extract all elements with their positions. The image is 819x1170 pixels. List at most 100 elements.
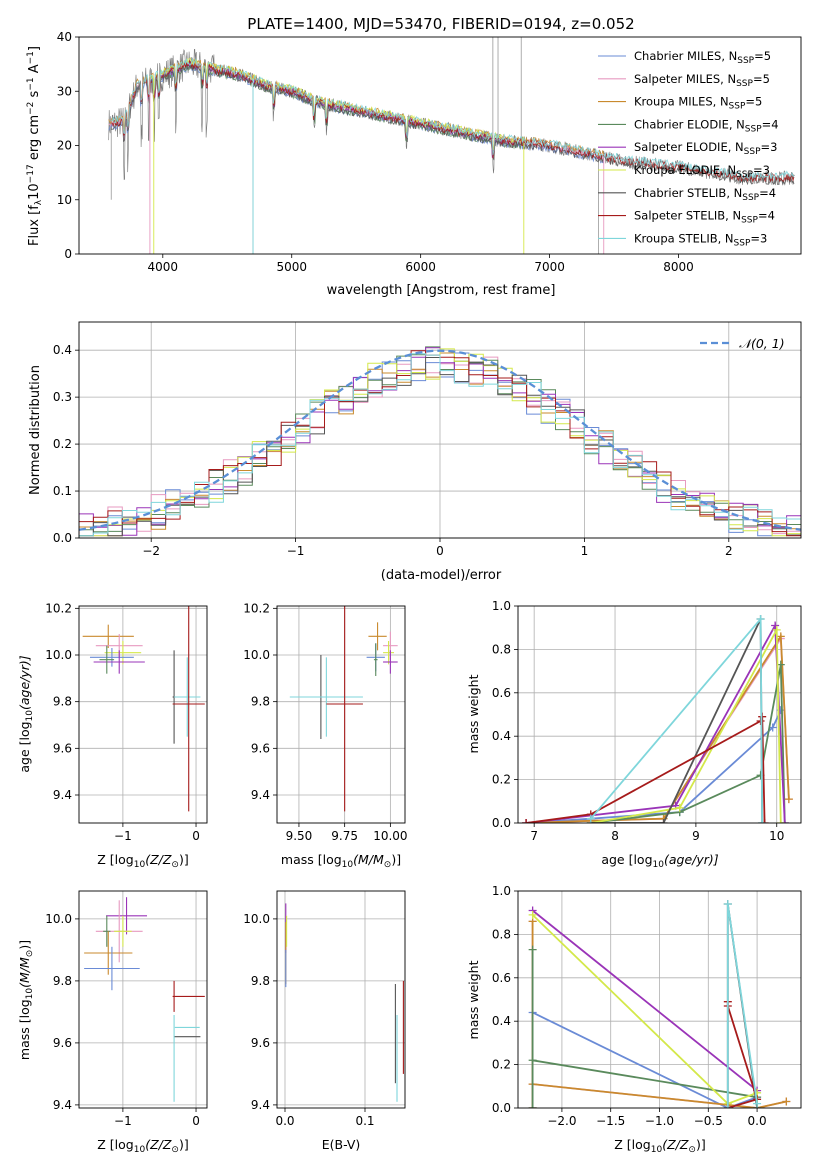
mass-weight-line [525, 622, 786, 823]
mass-vs-ebv-panel: 0.0 0.1 9.4 9.6 9.8 10.0 [243, 890, 406, 1128]
residuals-panel: −2 −1 0 1 2 0.0 0.1 0.2 0.3 0.4 [53, 321, 802, 558]
model-spectrum [111, 58, 795, 180]
x-axis-label: Z [log10(Z/Z⊙)] [97, 852, 188, 870]
plot-area [79, 346, 801, 538]
y-tick-label: 10 [57, 193, 72, 207]
y-tick-label: 9.6 [251, 741, 270, 755]
legend-label: Salpeter MILES, NSSP=5 [634, 72, 770, 89]
x-tick-label: −2.0 [547, 1114, 576, 1128]
plot-area [528, 900, 791, 1108]
legend-label: Kroupa STELIB, NSSP=3 [634, 231, 767, 248]
mass-weight-marker [528, 945, 537, 954]
y-axis-label: mass weight [466, 960, 481, 1039]
y-axis-label: age [log10(age/yr)] [17, 655, 35, 772]
age-vs-z-panel: −1 0 9.4 9.6 9.8 10.0 10.2 [45, 601, 208, 843]
y-tick-label: 1.0 [492, 884, 511, 898]
mass-weight-line [526, 635, 790, 823]
y-tick-label: 9.4 [53, 788, 72, 802]
axes-frame [78, 321, 802, 539]
mass-weight-marker [723, 900, 732, 909]
x-tick-label: 0.1 [355, 1114, 374, 1128]
mass-weight-marker [772, 625, 781, 634]
axes-frame [276, 890, 406, 1109]
legend-label: Kroupa ELODIE, NSSP=3 [634, 163, 770, 180]
x-tick-label: 0 [436, 544, 444, 558]
mass-weight-marker [771, 621, 780, 630]
y-tick-label: 10.0 [45, 648, 72, 662]
legend-label: 𝒩(0, 1) [739, 336, 785, 351]
x-tick-label: 0.0 [275, 1114, 294, 1128]
y-tick-label: 9.8 [53, 974, 72, 988]
y-tick-label: 9.4 [53, 1098, 72, 1112]
mass-weight-line [526, 633, 790, 823]
y-tick-label: 0.0 [53, 531, 72, 545]
y-tick-label: 9.8 [251, 695, 270, 709]
y-tick-label: 0.3 [53, 390, 72, 404]
x-tick-label: −2 [142, 544, 160, 558]
mass-weight-marker [780, 819, 789, 823]
y-tick-label: 10.2 [45, 601, 72, 615]
plot-area [84, 897, 205, 1102]
mass-weight-line [525, 716, 766, 823]
axes-frame [276, 605, 406, 824]
legend-label: Kroupa MILES, NSSP=5 [634, 95, 762, 112]
axes-frame [78, 890, 208, 1109]
mass-weight-marker [528, 1056, 537, 1065]
y-tick-label: 30 [57, 84, 72, 98]
legend-label: Salpeter ELODIE, NSSP=3 [634, 140, 777, 157]
y-tick-label: 1.0 [492, 599, 511, 613]
y-tick-label: 0.6 [492, 686, 511, 700]
y-tick-label: 9.8 [251, 974, 270, 988]
axes-frame [78, 605, 208, 824]
axes-frame [78, 36, 802, 255]
mass-weight-marker [776, 632, 785, 641]
x-tick-label: 1 [581, 544, 589, 558]
x-axis-label: wavelength [Angstrom, rest frame] [327, 283, 556, 298]
legend-label: Salpeter STELIB, NSSP=4 [634, 209, 775, 226]
y-tick-label: 0.8 [492, 642, 511, 656]
x-tick-label: 9.50 [286, 829, 313, 843]
x-tick-label: 10.00 [373, 829, 407, 843]
x-tick-label: 0 [192, 1114, 200, 1128]
legend-label: Chabrier STELIB, NSSP=4 [634, 186, 776, 203]
y-tick-label: 0.4 [492, 729, 511, 743]
y-tick-label: 0.4 [492, 1014, 511, 1028]
mass-vs-z-panel: −1 0 9.4 9.6 9.8 10.0 [45, 890, 208, 1128]
y-axis-label: mass weight [466, 674, 481, 753]
y-tick-label: 9.6 [53, 741, 72, 755]
y-tick-label: 0.2 [492, 773, 511, 787]
mass-weight-line [726, 1001, 759, 1108]
y-tick-label: 0.2 [492, 1058, 511, 1072]
y-tick-label: 10.0 [243, 648, 270, 662]
mass-weight-marker [659, 819, 668, 823]
plot-area [522, 615, 793, 823]
y-tick-label: 0.1 [53, 484, 72, 498]
normal-curve [79, 349, 801, 531]
mass-weight-marker [753, 1099, 762, 1108]
x-tick-label: 10 [769, 829, 784, 843]
plot-area [285, 903, 404, 1102]
x-axis-label: (data-model)/error [381, 568, 502, 583]
axes-frame [517, 605, 802, 824]
y-tick-label: 10.0 [243, 912, 270, 926]
x-axis-label: age [log10(age/yr)] [601, 852, 718, 870]
x-tick-label: 8000 [663, 260, 694, 274]
age-vs-mass-panel: 9.50 9.75 10.00 9.4 9.6 9.8 10.0 10.2 [243, 601, 407, 843]
y-tick-label: 9.6 [53, 1036, 72, 1050]
mass-weight-line [526, 709, 782, 823]
legend-label: Chabrier MILES, NSSP=5 [634, 49, 771, 66]
mass-weight-marker [782, 1097, 791, 1106]
y-tick-label: 0.0 [492, 816, 511, 830]
x-tick-label: 9.75 [331, 829, 358, 843]
y-tick-label: 9.4 [251, 1098, 270, 1112]
mass-weight-marker [528, 1104, 537, 1108]
x-tick-label: 0 [192, 829, 200, 843]
y-tick-label: 0.8 [492, 927, 511, 941]
x-tick-label: −0.5 [694, 1114, 723, 1128]
y-tick-label: 9.8 [53, 695, 72, 709]
legend-label: Chabrier ELODIE, NSSP=4 [634, 117, 779, 134]
x-tick-label: 8 [611, 829, 619, 843]
y-tick-label: 40 [57, 30, 72, 44]
mass-weight-line [590, 626, 782, 823]
x-tick-label: −1 [287, 544, 305, 558]
